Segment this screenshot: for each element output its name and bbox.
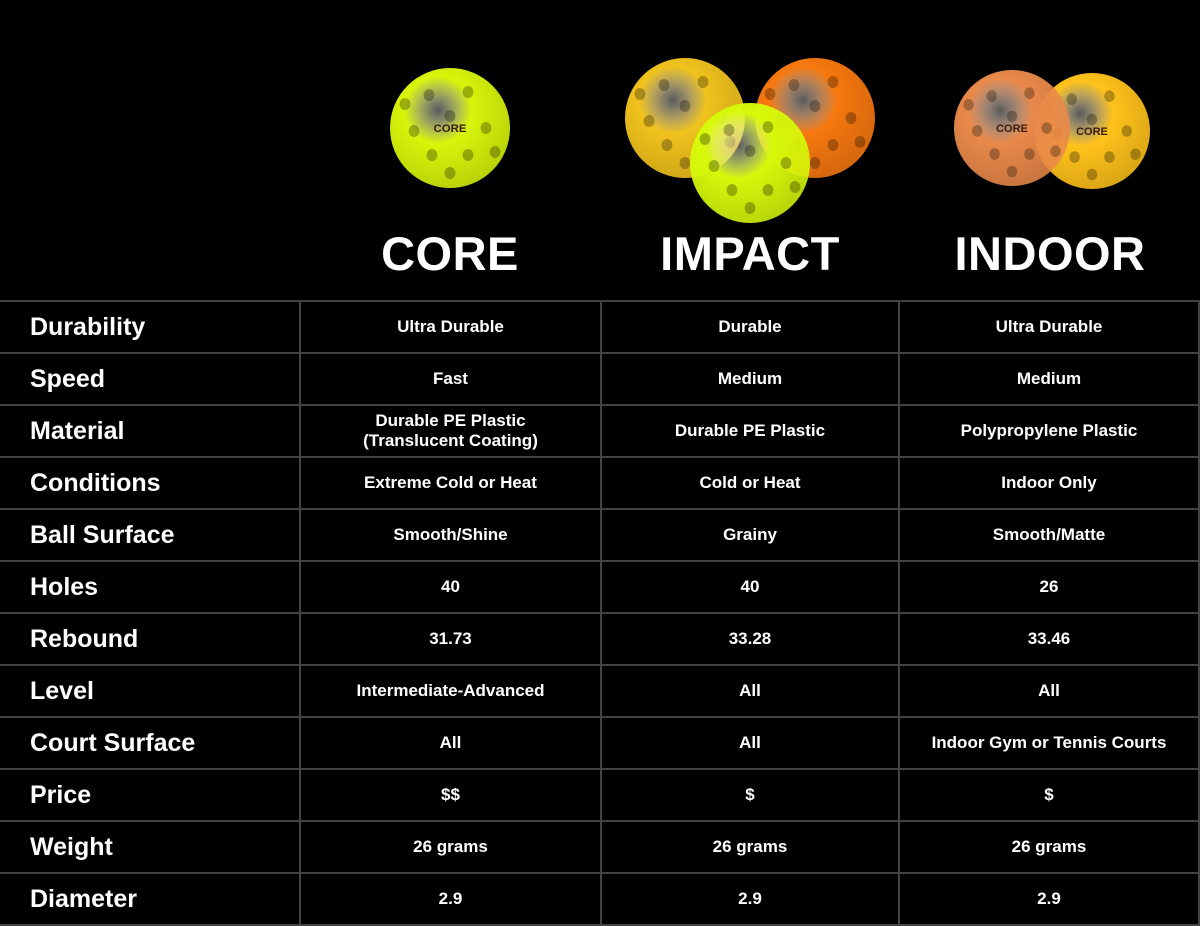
cell-value: Ultra Durable: [299, 300, 602, 354]
cell-value: Medium: [600, 352, 900, 406]
cell-value: Indoor Gym or Tennis Courts: [898, 716, 1200, 770]
svg-text:CORE: CORE: [996, 123, 1028, 135]
table-row: Level Intermediate-Advanced All All: [0, 664, 1200, 718]
cell-value: 2.9: [600, 872, 900, 926]
cell-value: 26: [898, 560, 1200, 614]
table-row: Conditions Extreme Cold or Heat Cold or He…: [0, 456, 1200, 510]
cell-value: $$: [299, 768, 602, 822]
cell-value: All: [898, 664, 1200, 718]
row-label: Diameter: [0, 872, 301, 926]
table-row: Rebound 31.73 33.28 33.46: [0, 612, 1200, 666]
cell-value: Polypropylene Plastic: [898, 404, 1200, 458]
cell-value: Grainy: [600, 508, 900, 562]
product-title-impact: IMPACT: [660, 227, 840, 280]
ball-images: CORE CORE CORE: [390, 58, 1150, 223]
cell-value: $: [600, 768, 900, 822]
cell-value: Smooth/Shine: [299, 508, 602, 562]
pickleball-icon: [690, 103, 810, 223]
cell-value: 26 grams: [600, 820, 900, 874]
cell-value: Intermediate-Advanced: [299, 664, 602, 718]
cell-value: All: [299, 716, 602, 770]
row-label: Weight: [0, 820, 301, 874]
row-label: Speed: [0, 352, 301, 406]
cell-value: Extreme Cold or Heat: [299, 456, 602, 510]
row-label: Level: [0, 664, 301, 718]
table-row: Weight 26 grams 26 grams 26 grams: [0, 820, 1200, 874]
cell-value: 33.28: [600, 612, 900, 666]
row-label: Court Surface: [0, 716, 301, 770]
cell-value: 26 grams: [299, 820, 602, 874]
table-row: Durability Ultra Durable Durable Ultra Dura…: [0, 300, 1200, 354]
cell-value: Fast: [299, 352, 602, 406]
table-row: Court Surface All All Indoor Gym or Tennis …: [0, 716, 1200, 770]
row-label: Rebound: [0, 612, 301, 666]
row-label: Durability: [0, 300, 301, 354]
row-label: Conditions: [0, 456, 301, 510]
table-row: Price $$ $ $: [0, 768, 1200, 822]
row-label: Price: [0, 768, 301, 822]
table-row: Diameter 2.9 2.9 2.9: [0, 872, 1200, 926]
row-label: Material: [0, 404, 301, 458]
cell-value: Ultra Durable: [898, 300, 1200, 354]
row-label: Holes: [0, 560, 301, 614]
cell-value: Durable: [600, 300, 900, 354]
cell-value: Durable PE Plastic: [600, 404, 900, 458]
row-label: Ball Surface: [0, 508, 301, 562]
cell-value: Smooth/Matte: [898, 508, 1200, 562]
cell-value: Durable PE Plastic (Translucent Coating): [299, 404, 602, 458]
cell-value: All: [600, 664, 900, 718]
pickleball-icon: CORE: [954, 70, 1070, 186]
cell-value: $: [898, 768, 1200, 822]
svg-text:CORE: CORE: [1076, 126, 1108, 138]
pickleball-icon: CORE: [390, 68, 510, 188]
cell-value: 2.9: [898, 872, 1200, 926]
cell-value: 26 grams: [898, 820, 1200, 874]
table-row: Material Durable PE Plastic (Translucent …: [0, 404, 1200, 458]
product-title-indoor: INDOOR: [954, 227, 1146, 280]
cell-value: 40: [600, 560, 900, 614]
table-row: Holes 40 40 26: [0, 560, 1200, 614]
cell-value: Cold or Heat: [600, 456, 900, 510]
cell-value: 40: [299, 560, 602, 614]
cell-value: All: [600, 716, 900, 770]
svg-text:CORE: CORE: [434, 123, 467, 135]
cell-value: 31.73: [299, 612, 602, 666]
product-title-core: CORE: [381, 227, 519, 280]
cell-value: Medium: [898, 352, 1200, 406]
comparison-table: Durability Ultra Durable Durable Ultra Dura…: [0, 300, 1200, 926]
table-row: Ball Surface Smooth/Shine Grainy Smooth/Mat…: [0, 508, 1200, 562]
cell-value: Indoor Only: [898, 456, 1200, 510]
table-row: Speed Fast Medium Medium: [0, 352, 1200, 406]
cell-value: 2.9: [299, 872, 602, 926]
cell-value: 33.46: [898, 612, 1200, 666]
